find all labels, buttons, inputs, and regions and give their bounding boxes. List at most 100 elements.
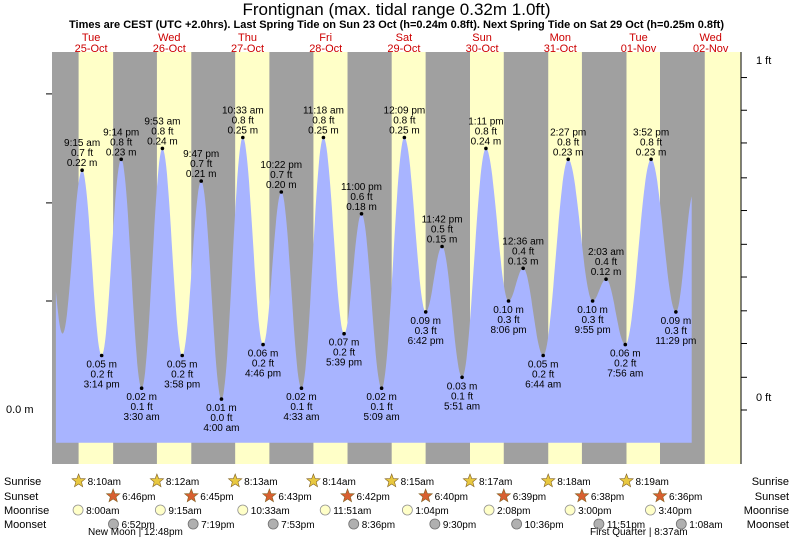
moonrise-icon: [564, 504, 576, 516]
day-of-week-label: Fri: [319, 32, 332, 44]
tide-label: 0.2 ft: [532, 370, 554, 381]
tide-label: 0.0 ft: [210, 413, 232, 424]
tide-label: 4:33 am: [283, 412, 319, 423]
high-tide-point: [160, 146, 165, 151]
tide-label: 0.07 m: [329, 338, 360, 349]
low-tide-point: [261, 342, 265, 347]
sunset-icon: [340, 488, 356, 503]
sunrise-icon: [618, 473, 635, 488]
tide-label: 0.8 ft: [232, 116, 254, 127]
moonset-time: 7:53pm: [281, 520, 314, 531]
sunset-time: 6:36pm: [669, 492, 702, 503]
day-of-week-label: Sun: [472, 32, 492, 44]
tide-label: 0.8 ft: [312, 116, 334, 127]
moonrise-icon: [645, 504, 656, 516]
high-tide-point: [604, 277, 608, 282]
tide-label: 0.06 m: [610, 349, 641, 360]
tide-label: 0.25 m: [389, 126, 420, 137]
tide-label: 4:00 am: [203, 423, 239, 434]
moonset-icon: [429, 518, 441, 530]
tide-label: 0.2 ft: [252, 359, 274, 370]
y-axis-label-right: 1 ft: [756, 55, 771, 67]
sunrise-icon: [384, 473, 400, 488]
tide-label: 0.3 ft: [665, 326, 687, 337]
high-tide-point: [521, 266, 525, 271]
tide-label: 11:18 am: [303, 106, 344, 117]
tide-label: 0.1 ft: [290, 402, 312, 413]
high-tide-point: [279, 190, 284, 194]
tide-label: 0.01 m: [206, 403, 237, 414]
moonrise-time: 10:33am: [251, 506, 290, 517]
moonset-icon: [267, 518, 279, 530]
sunset-time: 6:43pm: [278, 492, 311, 503]
moonrise-time: 1:04pm: [415, 506, 448, 517]
sunset-time: 6:39pm: [513, 492, 546, 503]
row-label-left: Moonset: [4, 519, 46, 531]
tide-label: 0.23 m: [553, 147, 584, 158]
row-label-left: Moonrise: [4, 505, 49, 517]
moonset-icon: [187, 518, 199, 530]
row-label-right: Sunset: [755, 491, 789, 503]
day-date-label: 28-Oct: [309, 43, 342, 55]
sunset-icon: [183, 488, 199, 503]
tide-label: 0.23 m: [636, 147, 667, 158]
tide-label: 9:47 pm: [183, 149, 219, 160]
sunrise-time: 8:19am: [635, 477, 668, 488]
high-tide-point: [80, 168, 84, 172]
sunset-time: 6:38pm: [591, 492, 624, 503]
low-tide-point: [590, 299, 595, 303]
moonset-time: 7:19pm: [201, 520, 234, 531]
row-label-left: Sunset: [4, 491, 38, 503]
low-tide-point: [423, 310, 428, 314]
day-date-label: 29-Oct: [387, 43, 420, 55]
tide-label: 7:56 am: [607, 369, 643, 380]
tide-label: 0.02 m: [286, 392, 317, 403]
high-tide-point: [359, 212, 364, 216]
low-tide-point: [460, 375, 464, 380]
tide-label: 0.18 m: [346, 202, 377, 213]
moonrise-icon: [154, 504, 166, 516]
tide-label: 0.23 m: [106, 147, 137, 158]
day-date-label: 30-Oct: [466, 43, 499, 55]
tide-label: 0.7 ft: [190, 159, 212, 170]
tide-label: 0.12 m: [591, 267, 622, 278]
tide-label: 0.24 m: [471, 136, 502, 147]
tide-label: 11:00 pm: [341, 182, 382, 193]
tide-label: 0.24 m: [147, 136, 178, 147]
tide-label: 3:58 pm: [164, 380, 200, 391]
tide-label: 9:53 am: [144, 116, 180, 127]
moonrise-time: 3:40pm: [658, 506, 691, 517]
tide-label: 0.8 ft: [475, 126, 497, 137]
tide-label: 5:39 pm: [326, 358, 362, 369]
tide-label: 0.8 ft: [151, 126, 173, 137]
low-tide-point: [180, 353, 185, 358]
row-label-right: Sunrise: [752, 476, 789, 488]
tide-label: 0.1 ft: [370, 402, 392, 413]
high-tide-point: [241, 135, 245, 140]
tide-label: 0.05 m: [167, 360, 198, 371]
tide-label: 0.10 m: [493, 305, 524, 316]
tide-label: 0.2 ft: [333, 348, 355, 359]
tide-label: 5:09 am: [364, 412, 400, 423]
moonset-time: 6:52pm: [121, 520, 154, 531]
sunrise-time: 8:17am: [479, 477, 512, 488]
sunset-icon: [261, 488, 277, 503]
tide-label: 0.7 ft: [71, 148, 93, 159]
day-date-label: 02-Nov: [693, 43, 729, 55]
low-tide-point: [99, 353, 104, 358]
moonset-icon: [108, 518, 119, 530]
tide-label: 6:42 pm: [408, 336, 444, 347]
day-of-week-label: Wed: [699, 32, 721, 44]
day-of-week-label: Thu: [238, 32, 257, 44]
sunrise-icon: [462, 473, 478, 488]
moonrise-icon: [237, 504, 249, 516]
day-date-label: 27-Oct: [231, 43, 264, 55]
tide-label: 6:44 am: [525, 380, 561, 391]
tide-label: 9:15 am: [64, 138, 100, 149]
high-tide-point: [649, 157, 653, 162]
moonrise-time: 9:15am: [168, 506, 201, 517]
sunrise-time: 8:15am: [401, 477, 434, 488]
tide-label: 12:36 am: [502, 236, 544, 247]
high-tide-point: [119, 157, 124, 162]
tide-label: 0.8 ft: [110, 137, 132, 148]
